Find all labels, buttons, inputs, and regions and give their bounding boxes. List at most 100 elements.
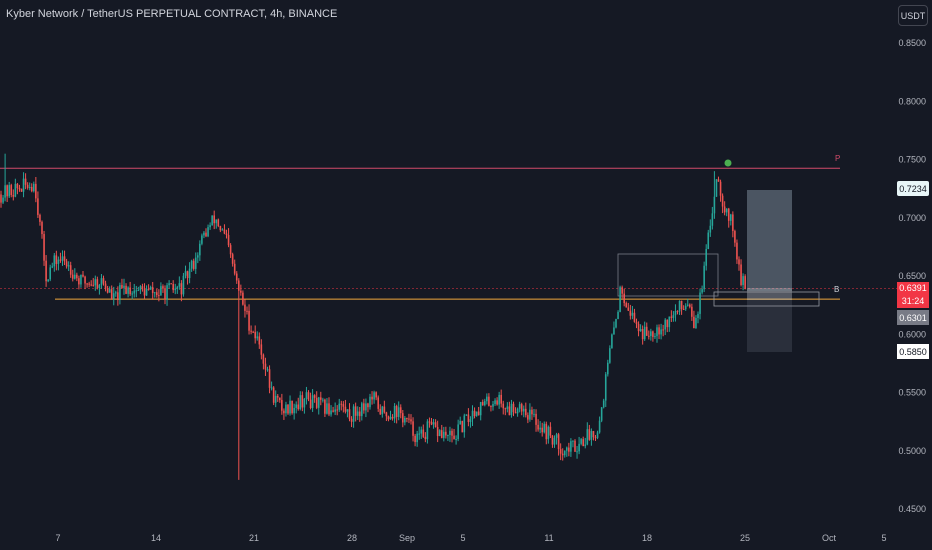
candle-body <box>545 423 548 440</box>
candle-body <box>555 434 558 438</box>
y-axis-tick: 0.5000 <box>898 446 926 456</box>
candle-body <box>207 227 209 237</box>
candle-body <box>553 437 556 445</box>
candle-body <box>514 412 517 414</box>
candle-body <box>330 410 332 415</box>
marker-level-tag: 0.7234 <box>897 181 929 196</box>
candle-body <box>47 279 49 282</box>
candle-body <box>457 424 459 439</box>
candle-body <box>744 276 746 289</box>
x-axis-tick: 5 <box>460 533 465 543</box>
candle-body <box>592 431 595 438</box>
candle-body <box>730 214 732 221</box>
candle-body <box>250 330 252 332</box>
candle-body <box>63 256 66 262</box>
y-axis-tick: 0.7000 <box>898 213 926 223</box>
candle-body <box>586 429 589 445</box>
candle-body <box>287 404 289 414</box>
candle-body <box>172 283 174 291</box>
candle-body <box>525 408 527 416</box>
candle-body <box>422 429 425 437</box>
candle-body <box>242 292 244 305</box>
candle-body <box>322 399 324 401</box>
candle-body <box>55 255 58 264</box>
candle-body <box>543 423 546 433</box>
candle-body <box>666 319 669 328</box>
candle-body <box>35 183 37 199</box>
candle-body <box>619 287 621 312</box>
candle-body <box>549 426 552 436</box>
candle-body <box>539 427 541 430</box>
candle-body <box>26 184 29 188</box>
candle-body <box>22 178 25 192</box>
candle-body <box>51 266 54 268</box>
candle-body <box>467 414 470 422</box>
candle-body <box>270 387 273 389</box>
candle-body <box>742 276 744 285</box>
candle-body <box>276 395 279 398</box>
candle-body <box>190 260 193 269</box>
candle-body <box>473 410 476 417</box>
candle-body <box>447 435 449 437</box>
candle-body <box>430 421 433 425</box>
candle-body <box>231 254 234 264</box>
candle-body <box>258 336 261 345</box>
candle-body <box>566 447 568 451</box>
candle-body <box>369 396 371 408</box>
candle-body <box>8 185 10 197</box>
candle-body <box>479 401 482 416</box>
candle-body <box>691 306 693 317</box>
symbol-title: Kyber Network / TetherUS PERPETUAL CONTR… <box>6 8 338 20</box>
candle-body <box>160 286 162 296</box>
time-axis: 7 14 21 28 Sep 5 11 18 25 Oct 5 <box>55 533 886 543</box>
candle-body <box>463 415 466 433</box>
candle-body <box>100 278 103 286</box>
candle-body <box>117 292 119 301</box>
candle-body <box>732 214 734 231</box>
candle-body <box>43 234 45 261</box>
y-axis-tick: 0.8000 <box>898 96 926 106</box>
candle-body <box>623 293 625 304</box>
candle-body <box>627 307 630 311</box>
candle-body <box>385 412 388 417</box>
candle-body <box>39 214 41 222</box>
candle-body <box>274 395 277 403</box>
candle-body <box>279 397 281 401</box>
candle-body <box>76 274 78 279</box>
candle-body <box>344 406 347 412</box>
candle-body <box>701 289 703 293</box>
candle-body <box>533 413 535 415</box>
candle-body <box>600 407 603 421</box>
candle-body <box>305 392 308 399</box>
candle-body <box>645 326 648 336</box>
x-axis-tick: 28 <box>347 533 357 543</box>
candle-body <box>379 408 382 415</box>
level-lines <box>0 167 897 300</box>
candle-body <box>240 290 242 293</box>
candle-body <box>30 186 33 192</box>
candle-body <box>563 450 566 456</box>
candle-body <box>293 407 295 414</box>
candle-body <box>625 303 628 308</box>
candle-body <box>324 399 326 414</box>
range-box <box>617 253 719 297</box>
candle-body <box>658 327 660 335</box>
candle-body <box>475 411 478 417</box>
candle-body <box>104 283 107 289</box>
candle-body <box>650 331 652 336</box>
candle-body <box>465 414 468 416</box>
candle-body <box>137 290 140 292</box>
candle-body <box>133 290 136 294</box>
candle-body <box>129 287 131 295</box>
candle-body <box>492 404 494 407</box>
candle-body <box>654 336 656 338</box>
candle-body <box>498 394 500 405</box>
candle-body <box>24 178 27 185</box>
candle-body <box>371 396 373 400</box>
candle-body <box>18 188 21 190</box>
target-level-tag: 0.5850 <box>897 344 929 359</box>
candle-body <box>738 259 740 265</box>
candle-body <box>90 284 92 286</box>
currency-button[interactable]: USDT <box>898 5 928 26</box>
